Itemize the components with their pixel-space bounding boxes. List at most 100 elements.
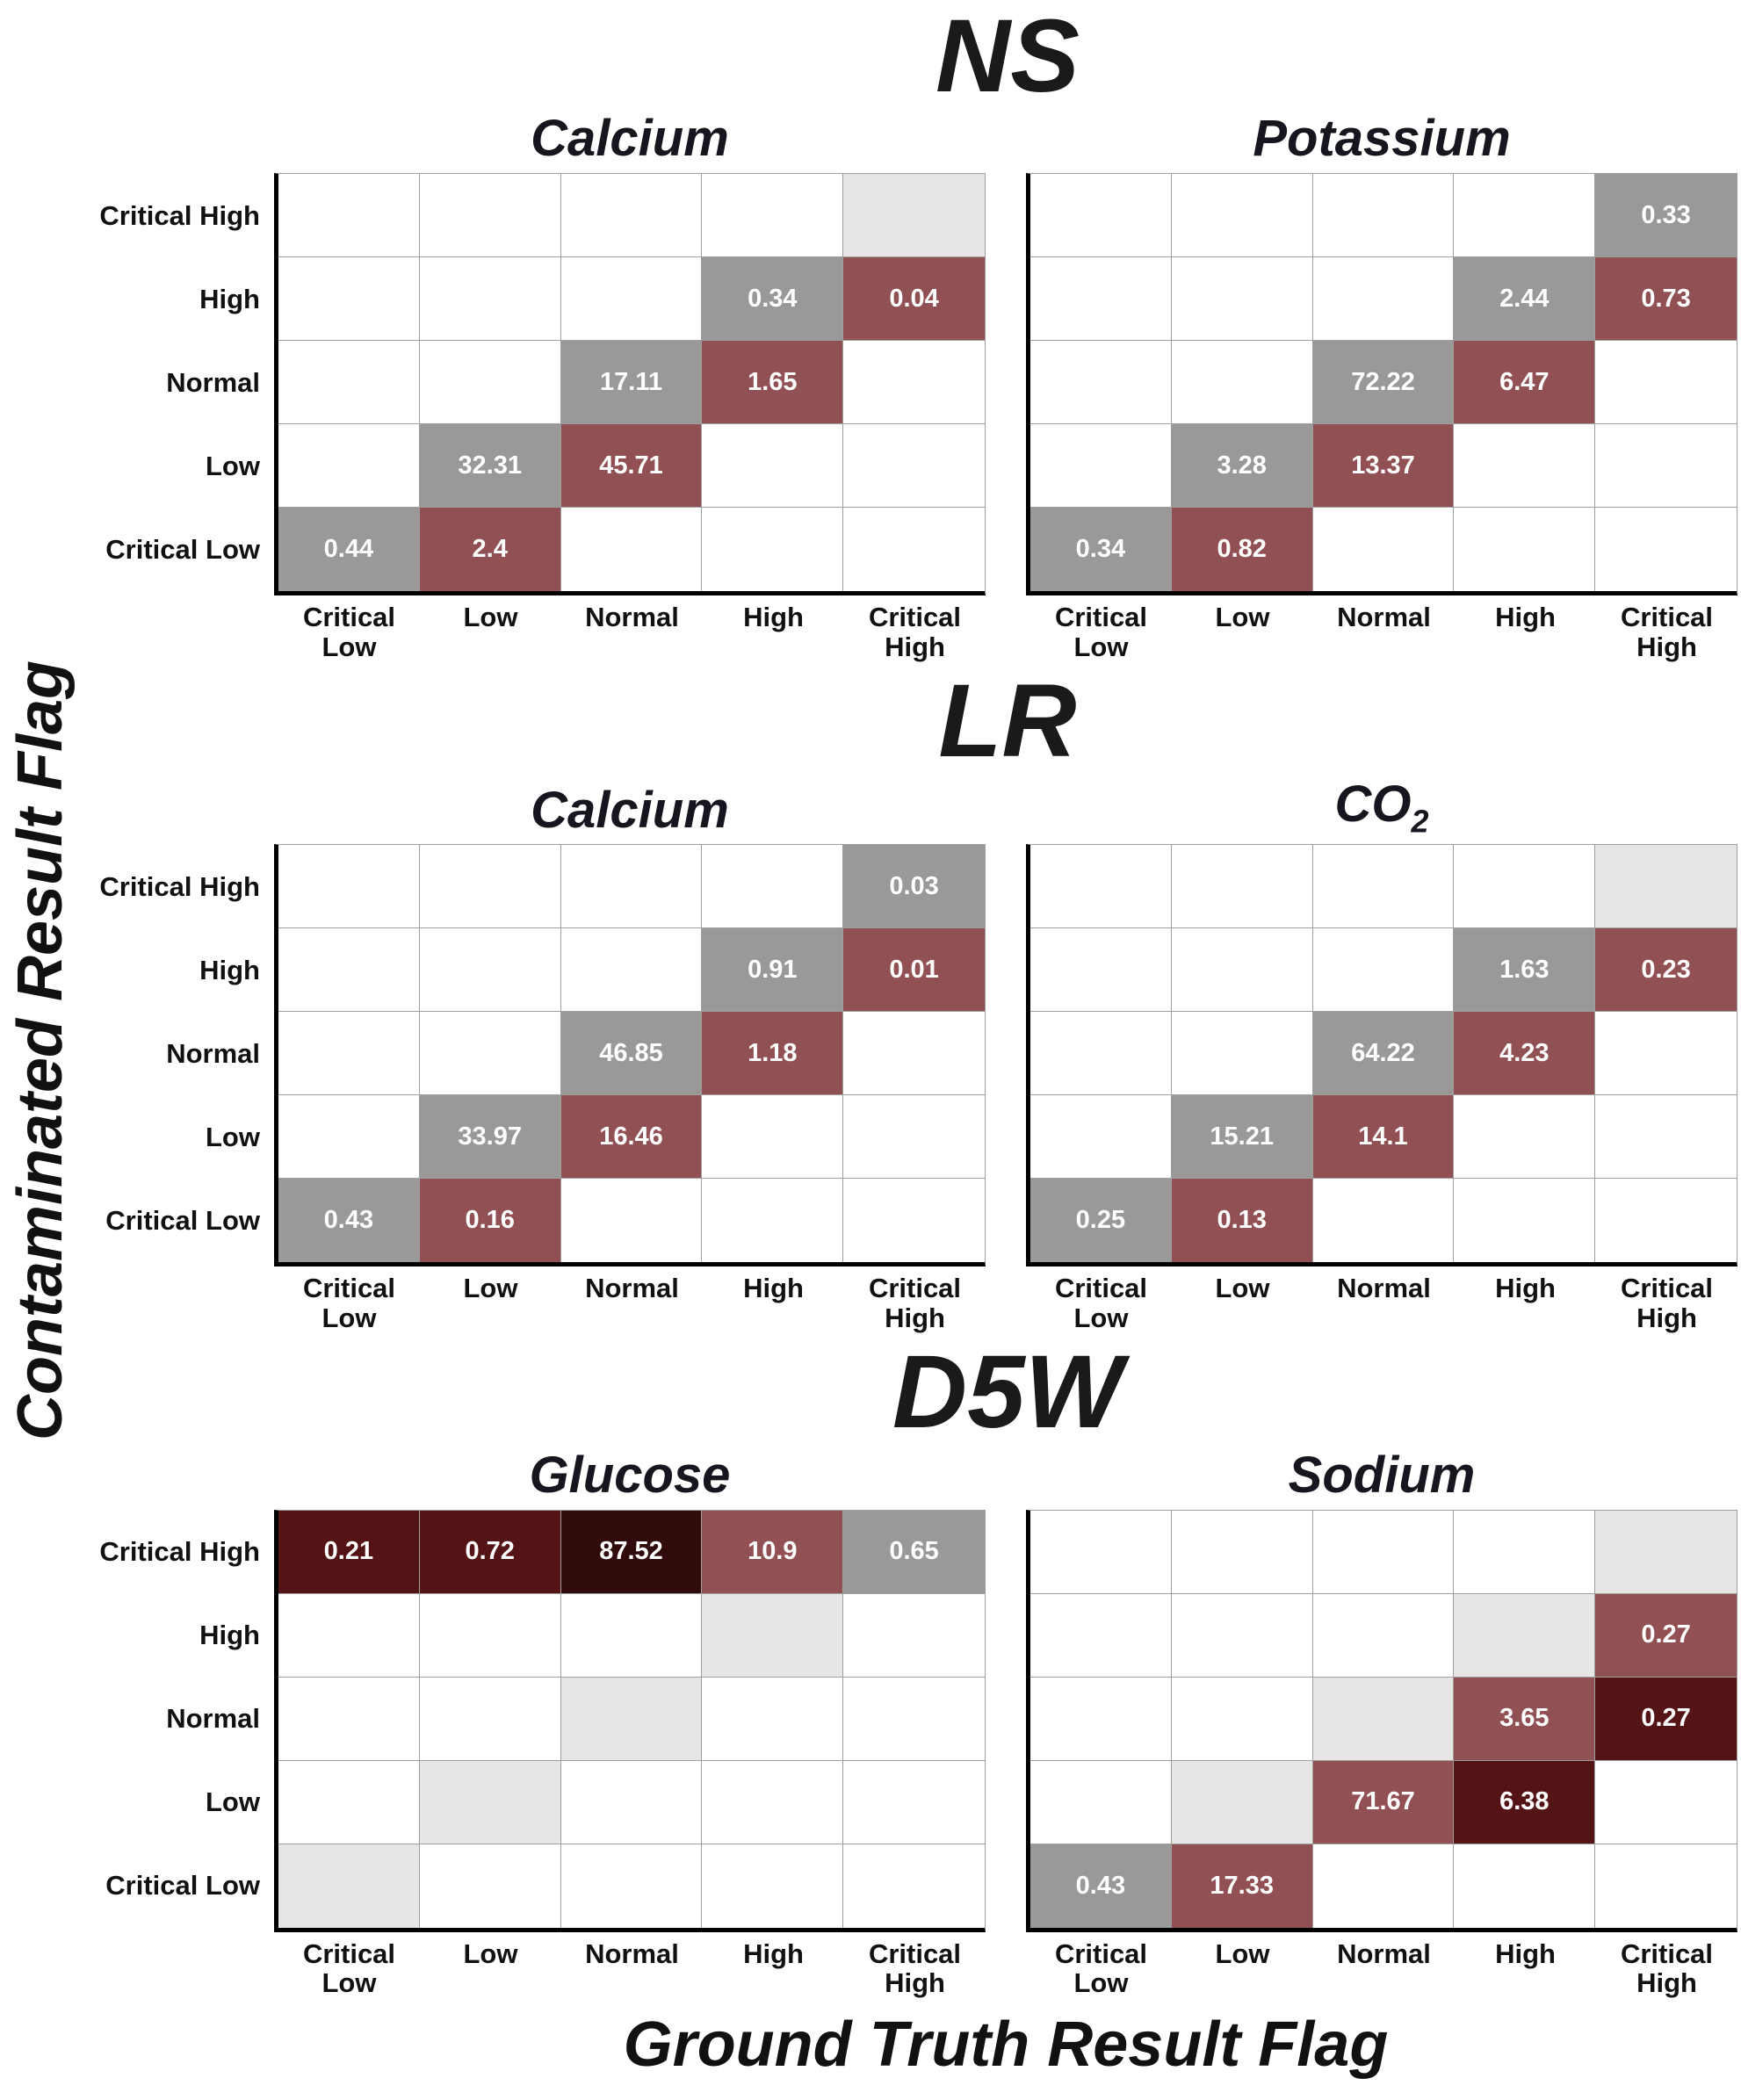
heatmap-cell xyxy=(1030,928,1172,1013)
x-ticks-row-ns: Critical Low Low Normal High Critical High C… xyxy=(81,603,1741,661)
heatmap-cell xyxy=(1595,508,1737,592)
heatmap-cell: 13.37 xyxy=(1312,424,1455,509)
heatmap-cell xyxy=(278,341,420,425)
panel-titles-lr: Calcium CO2 xyxy=(81,776,1741,840)
spacer xyxy=(81,1274,274,1332)
y-tick-labels: Critical High High Normal Low Critical Low xyxy=(81,1510,274,1932)
heatmap-cell xyxy=(843,1677,985,1761)
y-tick-label: Low xyxy=(206,1121,260,1152)
heatmap-cell: 6.47 xyxy=(1454,341,1596,425)
x-tick-label: Critical Low xyxy=(302,1273,396,1333)
heatmap-cell: 72.22 xyxy=(1312,341,1455,425)
heatmap-cell: 33.97 xyxy=(419,1095,561,1180)
matrix-row-d5w: Critical High High Normal Low Critical Low 0… xyxy=(81,1509,1741,1932)
x-tick-label: Critical High xyxy=(1620,1938,1714,1999)
figure-content: NS Calcium Potassium Critical High High No… xyxy=(81,0,1741,2100)
heatmap-cell xyxy=(419,845,561,929)
x-tick-label: Low xyxy=(463,1273,518,1304)
heatmap-cell: 0.04 xyxy=(843,257,985,342)
x-axis-label: Ground Truth Result Flag xyxy=(623,2009,1389,2080)
heatmap-cell xyxy=(560,257,703,342)
heatmap-cell: 0.23 xyxy=(1595,928,1737,1013)
heatmap-cell xyxy=(419,341,561,425)
x-tick-labels: Critical Low Low Normal High Critical High xyxy=(1026,1274,1737,1332)
heatmap-cell xyxy=(278,257,420,342)
panel-titles-ns: Calcium Potassium xyxy=(81,110,1741,168)
heatmap-cell xyxy=(702,508,844,592)
heatmap-cell: 32.31 xyxy=(419,424,561,509)
heatmap-cell xyxy=(1595,1012,1737,1096)
heatmap-cell: 17.33 xyxy=(1171,1844,1313,1928)
heatmap-cell xyxy=(1171,928,1313,1013)
heatmap-cell xyxy=(843,424,985,509)
y-tick-label: Critical Low xyxy=(105,533,260,565)
x-tick-label: Normal xyxy=(1337,1273,1431,1304)
heatmap-cell xyxy=(560,1593,703,1678)
heatmap-cell: 0.01 xyxy=(843,928,985,1013)
heatmap-cell xyxy=(1312,1844,1455,1928)
matrix-row-lr: Critical High High Normal Low Critical Low 0… xyxy=(81,844,1741,1267)
heatmap-cell: 10.9 xyxy=(702,1510,844,1594)
heatmap-cell xyxy=(560,845,703,929)
heatmap-cell xyxy=(1595,1095,1737,1180)
y-tick-labels: Critical High High Normal Low Critical Low xyxy=(81,844,274,1266)
heatmap-cell: 0.27 xyxy=(1595,1677,1737,1761)
x-tick-label: Critical High xyxy=(868,1938,962,1999)
x-tick-label: High xyxy=(743,1938,804,1969)
heatmap-cell xyxy=(1454,424,1596,509)
heatmap-cell xyxy=(1312,1677,1455,1761)
x-tick-label: Critical High xyxy=(868,1273,962,1333)
panel-title-ns-potassium: Potassium xyxy=(1253,110,1511,168)
heatmap-cell xyxy=(419,174,561,258)
heatmap-cell xyxy=(278,424,420,509)
heatmap-cell xyxy=(1171,1677,1313,1761)
subscript: 2 xyxy=(1411,803,1429,840)
x-tick-label: Normal xyxy=(585,1273,679,1304)
panel-title-lr-co2: CO2 xyxy=(1334,775,1429,840)
heatmap-cell xyxy=(1454,1593,1596,1678)
heatmap-cell xyxy=(278,1844,420,1928)
heatmap-cell xyxy=(1312,1510,1455,1594)
x-tick-label: Critical Low xyxy=(1054,1273,1148,1333)
heatmap-cell: 6.38 xyxy=(1454,1760,1596,1844)
spacer xyxy=(986,603,1026,661)
heatmap-cell xyxy=(1171,1760,1313,1844)
x-ticks-row-d5w: Critical Low Low Normal High Critical High C… xyxy=(81,1938,1741,1999)
heatmap-cell xyxy=(702,1760,844,1844)
section-ns: NS Calcium Potassium Critical High High No… xyxy=(81,4,1741,661)
heatmap-cell xyxy=(278,1677,420,1761)
x-tick-labels: Critical Low Low Normal High Critical High xyxy=(274,1274,986,1332)
heatmap-cell xyxy=(1595,1844,1737,1928)
x-tick-label: Critical Low xyxy=(1054,602,1148,662)
section-title-lr: LR xyxy=(938,663,1077,780)
heatmap-cell xyxy=(560,928,703,1013)
heatmap-cell xyxy=(1030,845,1172,929)
x-tick-label: Normal xyxy=(1337,602,1431,633)
spacer xyxy=(81,603,274,661)
heatmap-cell xyxy=(1030,341,1172,425)
heatmap-cell: 2.4 xyxy=(419,508,561,592)
heatmap-cell xyxy=(1171,1012,1313,1096)
x-tick-label: High xyxy=(743,602,804,633)
y-axis-area: Contaminated Result Flag xyxy=(0,0,81,2100)
spacer xyxy=(986,173,1026,595)
heatmap-cell: 17.11 xyxy=(560,341,703,425)
panel-title-d5w-glucose: Glucose xyxy=(529,1446,731,1504)
heatmap-cell xyxy=(1454,1844,1596,1928)
matrix-row-ns: Critical High High Normal Low Critical Low 0… xyxy=(81,173,1741,596)
heatmap-cell: 14.1 xyxy=(1312,1095,1455,1180)
x-tick-label: Low xyxy=(1215,1273,1270,1304)
heatmap-cell xyxy=(843,341,985,425)
heatmap-lr-co2: 1.63 0.23 64.22 4.23 15.21 14.1 0.25 0.13 xyxy=(1026,844,1737,1267)
section-title-d5w: D5W xyxy=(892,1334,1123,1451)
x-tick-labels: Critical Low Low Normal High Critical High xyxy=(274,603,986,661)
x-tick-label: Critical High xyxy=(1620,1273,1714,1333)
heatmap-cell xyxy=(1595,1179,1737,1263)
heatmap-cell xyxy=(1030,424,1172,509)
heatmap-cell xyxy=(1312,257,1455,342)
heatmap-cell: 0.33 xyxy=(1595,174,1737,258)
heatmap-cell xyxy=(1030,257,1172,342)
heatmap-cell: 0.34 xyxy=(702,257,844,342)
heatmap-cell xyxy=(419,257,561,342)
heatmap-cell xyxy=(419,1677,561,1761)
